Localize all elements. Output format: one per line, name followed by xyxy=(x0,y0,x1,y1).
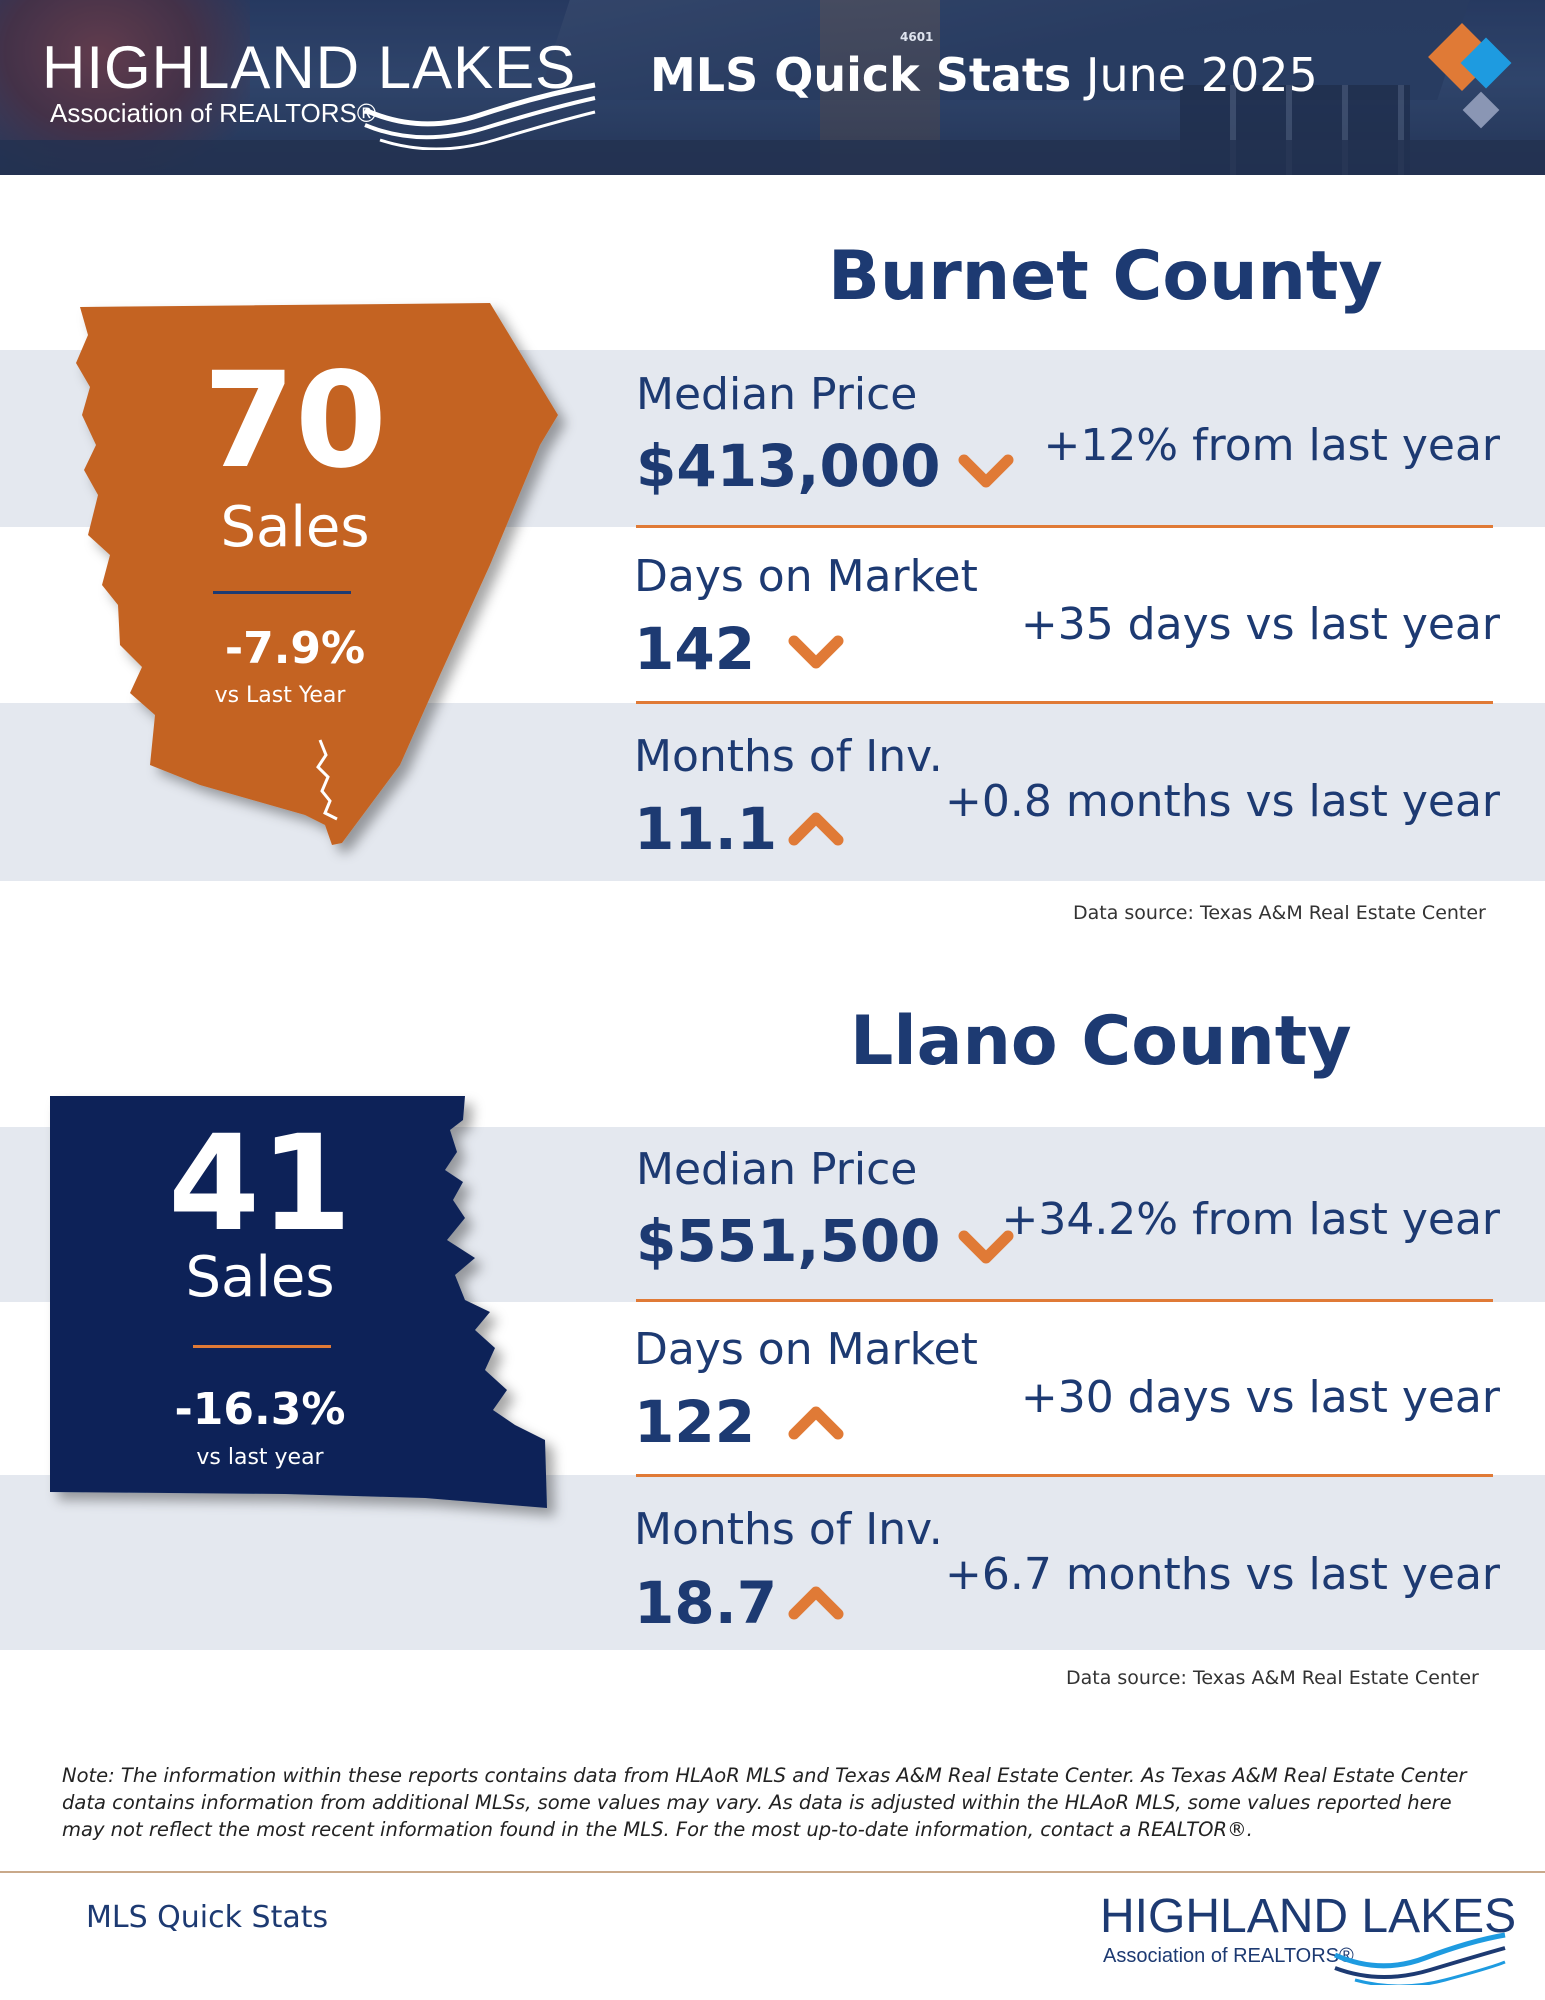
llano-inventory-change: +6.7 months vs last year xyxy=(944,1549,1500,1600)
llano-dom-value: 122 xyxy=(634,1388,756,1456)
burnet-dom-change: +35 days vs last year xyxy=(1020,599,1500,650)
header-title: MLS Quick Stats June 2025 xyxy=(650,52,1318,98)
chevron-up-icon xyxy=(788,1586,844,1620)
llano-dom-label: Days on Market xyxy=(634,1324,978,1375)
burnet-rule-2 xyxy=(636,701,1493,704)
header-title-main: MLS Quick Stats xyxy=(650,48,1072,102)
ground-image xyxy=(0,140,1545,175)
llano-median-price-change: +34.2% from last year xyxy=(1001,1194,1500,1245)
diamond-accent-icon xyxy=(1428,23,1512,129)
burnet-sales-change-label: vs Last Year xyxy=(214,683,346,708)
burnet-rule-1 xyxy=(636,525,1493,528)
burnet-sales-change: -7.9% xyxy=(224,623,366,674)
footer-left-text: MLS Quick Stats xyxy=(86,1900,329,1935)
llano-inventory-label: Months of Inv. xyxy=(634,1504,943,1555)
header-banner: 4601 HIGHLAND LAKES Association of REALT… xyxy=(0,0,1545,175)
chevron-up-icon xyxy=(788,1406,844,1440)
llano-inventory-band xyxy=(0,1475,1545,1650)
chevron-up-icon xyxy=(788,812,844,846)
llano-sales-change: -16.3% xyxy=(174,1384,346,1435)
burnet-median-price-change: +12% from last year xyxy=(1043,420,1500,471)
burnet-inventory-value: 11.1 xyxy=(634,795,778,863)
chevron-down-icon xyxy=(788,635,844,669)
burnet-county-map xyxy=(76,303,558,845)
burnet-inventory-change: +0.8 months vs last year xyxy=(944,776,1500,827)
burnet-dom-value: 142 xyxy=(634,615,756,683)
disclaimer-note: Note: The information within these repor… xyxy=(62,1764,1467,1841)
llano-sales-change-label: vs last year xyxy=(196,1445,324,1470)
llano-dom-change: +30 days vs last year xyxy=(1020,1372,1500,1423)
header-logo-sub: Association of REALTORS® xyxy=(50,98,376,128)
burnet-dom-label: Days on Market xyxy=(634,551,978,602)
llano-county-title: Llano County xyxy=(850,1002,1352,1081)
burnet-data-source: Data source: Texas A&M Real Estate Cente… xyxy=(1073,902,1486,924)
burnet-inventory-label: Months of Inv. xyxy=(634,731,943,782)
header-title-month: June 2025 xyxy=(1085,48,1318,102)
footer-divider xyxy=(0,1871,1545,1873)
llano-rule-2 xyxy=(636,1474,1493,1477)
footer-logo-sub: Association of REALTORS® xyxy=(1103,1945,1354,1967)
chevron-down-icon xyxy=(958,454,1014,488)
llano-median-price-label: Median Price xyxy=(636,1144,918,1195)
llano-sales-count: 41 xyxy=(168,1107,352,1261)
llano-data-source: Data source: Texas A&M Real Estate Cente… xyxy=(1066,1667,1479,1689)
building-number: 4601 xyxy=(900,30,934,44)
llano-county-map xyxy=(50,1096,547,1508)
footer-logo-waves-icon xyxy=(1333,1932,1506,1985)
burnet-sales-label: Sales xyxy=(220,495,370,560)
llano-inventory-value: 18.7 xyxy=(634,1569,778,1637)
burnet-median-price-value: $413,000 xyxy=(636,432,941,500)
burnet-divider xyxy=(213,591,351,594)
llano-median-price-value: $551,500 xyxy=(636,1207,941,1275)
burnet-median-price-label: Median Price xyxy=(636,369,918,420)
llano-rule-1 xyxy=(636,1299,1493,1302)
burnet-county-title: Burnet County xyxy=(828,237,1383,316)
llano-sales-label: Sales xyxy=(185,1245,335,1310)
footer-logo-name: HIGHLAND LAKES xyxy=(1100,1890,1517,1943)
llano-divider xyxy=(193,1345,331,1348)
chevron-down-icon xyxy=(958,1230,1014,1264)
banner-shade xyxy=(0,0,1545,175)
header-logo-name: HIGHLAND LAKES xyxy=(42,34,577,101)
logo-waves-icon xyxy=(363,82,596,150)
burnet-sales-count: 70 xyxy=(203,344,387,498)
